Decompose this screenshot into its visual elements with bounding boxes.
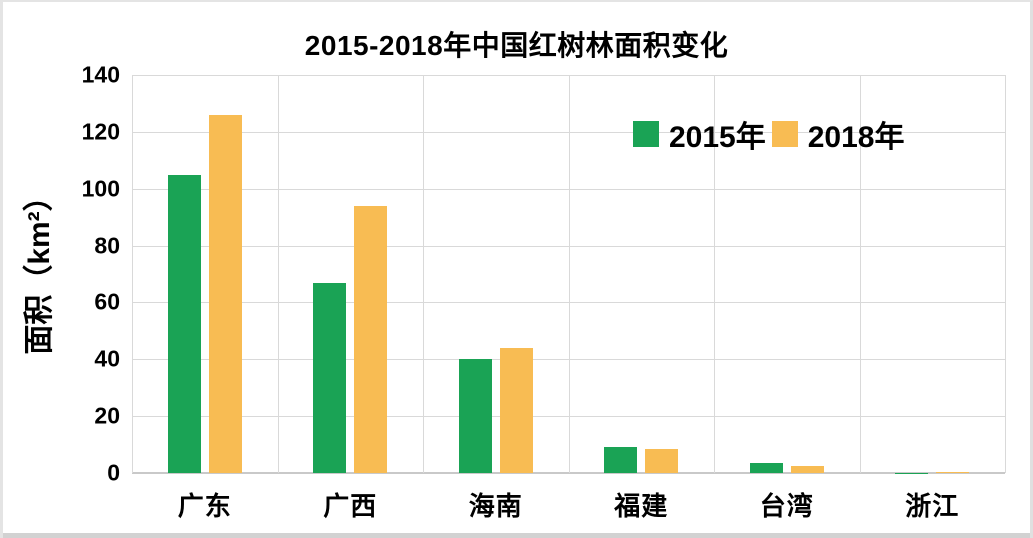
bar-2018年-浙江	[936, 471, 970, 473]
bar-2015年-海南	[458, 359, 492, 473]
legend-swatch-icon	[633, 121, 659, 147]
legend-label: 2015年	[669, 121, 766, 154]
x-axis-line	[132, 472, 1005, 474]
gridline-horizontal	[132, 245, 1005, 247]
gridline-vertical	[278, 75, 279, 473]
bottom-border	[3, 533, 1030, 538]
x-axis-label: 广西	[323, 491, 378, 521]
gridline-horizontal	[132, 131, 1005, 133]
gridline-vertical	[714, 75, 715, 473]
y-axis-tick-label: 20	[94, 402, 120, 429]
gridline-vertical	[423, 75, 424, 473]
bar-2015年-福建	[604, 447, 638, 473]
y-axis-tick-label: 60	[94, 288, 120, 315]
chart-title: 2015-2018年中国红树林面积变化	[304, 30, 729, 61]
gridline-horizontal	[132, 416, 1005, 418]
gridline-vertical	[1005, 75, 1006, 473]
gridline-vertical	[860, 75, 861, 473]
y-axis-tick-label: 80	[94, 232, 120, 259]
gridline-vertical	[132, 75, 133, 473]
bar-2015年-广东	[167, 174, 201, 473]
y-axis-tick-label: 0	[107, 459, 120, 486]
gridline-horizontal	[132, 188, 1005, 190]
y-axis-tick-label: 40	[94, 345, 120, 372]
bar-2018年-海南	[499, 347, 533, 473]
plot-area	[132, 75, 1006, 474]
gridline-horizontal	[132, 302, 1005, 304]
x-axis-label: 浙江	[905, 491, 960, 521]
x-axis-label: 福建	[614, 491, 669, 521]
bar-2018年-广西	[354, 205, 388, 473]
legend-item: 2018年	[771, 112, 905, 156]
x-axis-label: 海南	[468, 491, 523, 521]
gridline-vertical	[569, 75, 570, 473]
bar-2018年-台湾	[790, 466, 824, 473]
y-axis-title: 面积（km²）	[23, 181, 56, 355]
legend: 2015年 2018年	[633, 112, 905, 156]
legend-item: 2015年	[633, 112, 766, 156]
bar-2015年-广西	[313, 282, 347, 473]
y-axis-tick-label: 140	[81, 61, 120, 88]
bar-2018年-广东	[208, 114, 242, 473]
gridline-horizontal	[132, 359, 1005, 361]
bar-2018年-福建	[645, 449, 679, 473]
legend-label: 2018年	[807, 121, 905, 154]
y-axis-tick-label: 100	[81, 175, 120, 202]
bar-2015年-台湾	[749, 463, 783, 473]
x-axis-label: 广东	[177, 491, 232, 521]
y-axis-tick-label: 120	[81, 118, 120, 145]
legend-swatch-icon	[771, 121, 798, 147]
x-axis-label: 台湾	[759, 491, 814, 521]
gridline-horizontal	[132, 75, 1005, 76]
